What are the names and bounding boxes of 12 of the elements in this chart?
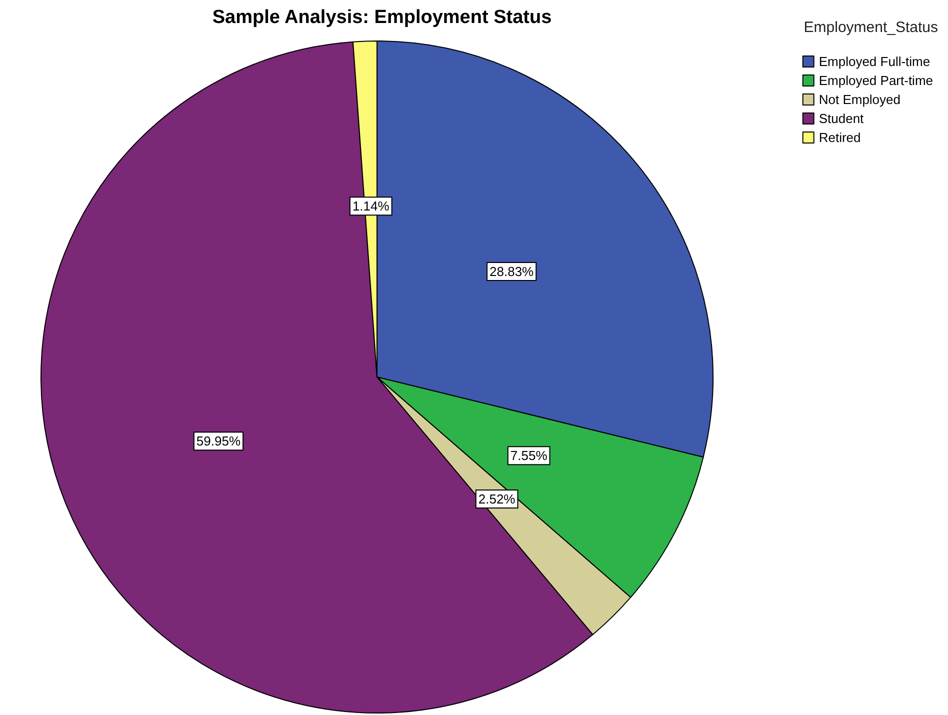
legend-label: Student xyxy=(818,111,864,126)
legend-label: Not Employed xyxy=(818,92,901,107)
data-label: 28.83% xyxy=(490,264,534,279)
data-label: 2.52% xyxy=(478,492,516,507)
data-label: 59.95% xyxy=(196,434,241,449)
data-label: 1.14% xyxy=(352,198,390,214)
legend-title: Employment_Status xyxy=(804,19,938,36)
chart-title: Sample Analysis: Employment Status xyxy=(212,7,552,28)
legend-label: Retired xyxy=(818,130,861,145)
legend-label: Employed Part-time xyxy=(818,73,934,88)
data-label: 7.55% xyxy=(510,448,548,464)
legend-label: Employed Full-time xyxy=(818,54,930,69)
